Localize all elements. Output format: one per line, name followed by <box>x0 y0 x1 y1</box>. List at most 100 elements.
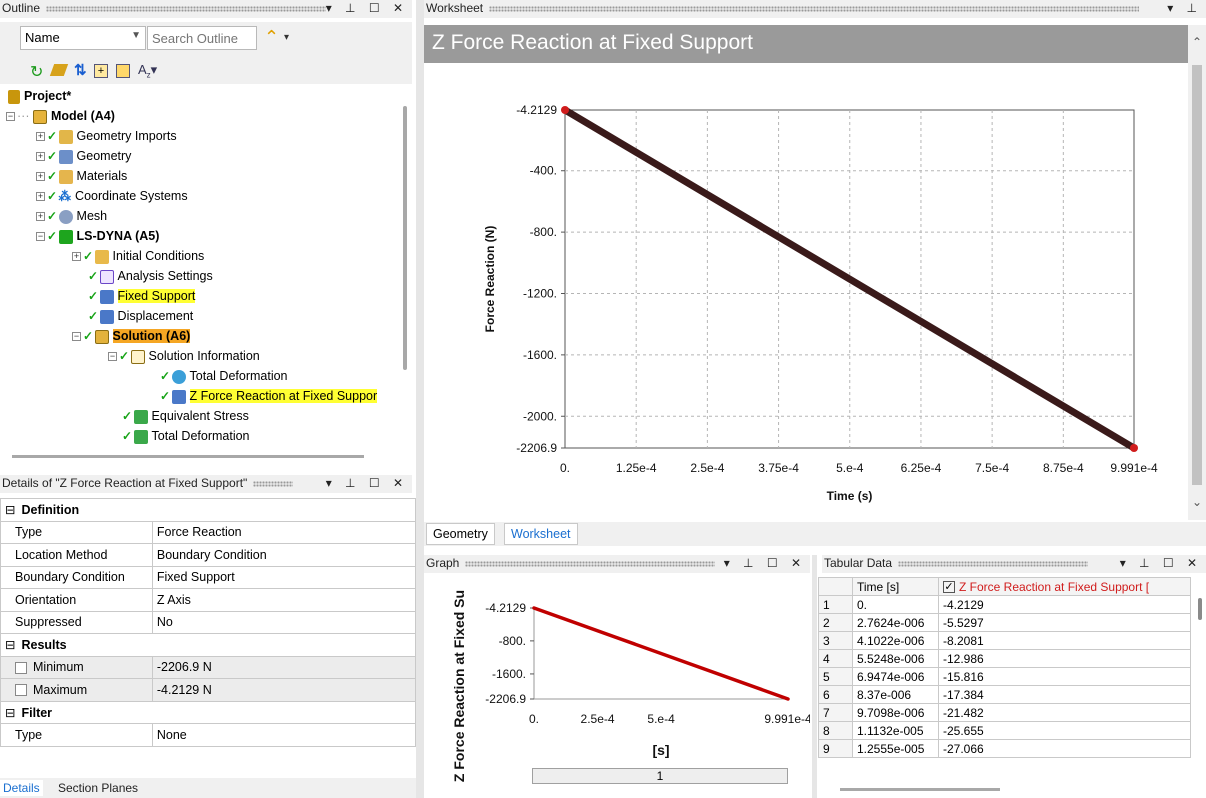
table-row[interactable]: 3 4.1022e-006 -8.2081 <box>818 631 1191 650</box>
expand-toggle[interactable]: + <box>36 191 45 202</box>
drag-grip[interactable] <box>253 480 294 487</box>
graph-window-controls[interactable]: ▾ ⊥ ☐ ✕ <box>723 556 806 570</box>
expand-all-icon[interactable]: + <box>94 64 108 78</box>
detail-row-suppressed[interactable]: Suppressed No <box>0 610 417 634</box>
section-filter[interactable]: ⊟ Filter <box>0 700 416 724</box>
drag-grip[interactable] <box>489 5 1140 12</box>
collapse-toggle[interactable]: ⊟ <box>5 705 16 720</box>
tree-node-mesh[interactable]: + ✓ Mesh <box>36 209 108 224</box>
tab-section-planes[interactable]: Section Planes <box>58 781 139 795</box>
force-value-cell: -5.5297 <box>938 613 1191 632</box>
table-row[interactable]: 5 6.9474e-006 -15.816 <box>818 667 1191 686</box>
check-icon: ✓ <box>47 149 58 163</box>
tree-node-equivalent-stress[interactable]: ✓ Equivalent Stress <box>122 409 249 424</box>
sort-alpha-icon[interactable]: Az▾ <box>138 62 158 80</box>
time-cell: 1.2555e-005 <box>852 739 939 758</box>
table-row[interactable]: 6 8.37e-006 -17.384 <box>818 685 1191 704</box>
collapse-toggle[interactable]: − <box>36 231 45 242</box>
drag-grip[interactable] <box>46 5 327 12</box>
worksheet-window-controls[interactable]: ▾ ⊥ <box>1167 1 1202 15</box>
detail-row-orientation[interactable]: Orientation Z Axis <box>0 588 417 612</box>
tree-node-initial-conditions[interactable]: + ✓ Initial Conditions <box>72 249 205 264</box>
check-icon: ✓ <box>47 209 58 223</box>
scroll-down-icon[interactable]: ⌄ <box>1192 495 1203 509</box>
table-row[interactable]: 1 0. -4.2129 <box>818 595 1191 614</box>
scroll-up-icon[interactable]: ⌃ <box>1192 35 1203 49</box>
detail-row-minimum[interactable]: Minimum -2206.9 N <box>0 655 417 679</box>
refresh-icon[interactable]: ↻ <box>30 64 44 81</box>
tab-worksheet[interactable]: Worksheet <box>504 523 578 545</box>
outline-horizontal-scrollbar[interactable] <box>12 455 364 458</box>
time-cell: 8.37e-006 <box>852 685 939 704</box>
search-outline-input[interactable] <box>147 26 257 50</box>
collapse-toggle[interactable]: ⊟ <box>5 503 16 518</box>
details-window-controls[interactable]: ▾ ⊥ ☐ ✕ <box>325 476 408 490</box>
collapse-icon[interactable] <box>116 64 130 78</box>
drag-grip[interactable] <box>465 560 716 567</box>
scroll-thumb[interactable] <box>1192 65 1202 485</box>
tree-node-ls-dyna[interactable]: − ✓ LS-DYNA (A5) <box>36 229 160 244</box>
x-tick-label: 0. <box>529 712 539 726</box>
detail-row-type[interactable]: Type Force Reaction <box>0 520 417 544</box>
expand-toggle[interactable]: + <box>36 131 45 142</box>
force-value-cell: -8.2081 <box>938 631 1191 650</box>
expand-toggle[interactable]: + <box>36 151 45 162</box>
animation-frame-slider[interactable]: 1 <box>532 768 788 784</box>
worksheet-title: Worksheet <box>426 1 484 15</box>
expand-toggle[interactable]: + <box>36 171 45 182</box>
tree-node-total-deformation[interactable]: ✓ Total Deformation <box>122 429 250 444</box>
outline-window-controls[interactable]: ▾ ⊥ ☐ ✕ <box>325 1 408 15</box>
detail-row-filter-type[interactable]: Type None <box>0 723 417 747</box>
tab-details[interactable]: Details <box>0 780 43 796</box>
outline-vertical-scrollbar[interactable] <box>403 106 407 370</box>
worksheet-scrollbar[interactable]: ⌃ ⌄ <box>1188 25 1206 520</box>
table-row[interactable]: 8 1.1132e-005 -25.655 <box>818 721 1191 740</box>
expand-toggle[interactable]: + <box>72 251 81 262</box>
search-nav-up-icon[interactable]: ⌃ <box>264 27 280 47</box>
collapse-toggle[interactable]: − <box>108 351 117 362</box>
column-header-force[interactable]: ✓ Z Force Reaction at Fixed Support [ <box>938 577 1191 596</box>
tabular-horizontal-scrollbar[interactable] <box>840 788 1000 791</box>
tab-geometry[interactable]: Geometry <box>426 523 495 545</box>
tabular-window-controls[interactable]: ▾ ⊥ ☐ ✕ <box>1119 556 1202 570</box>
tree-node-geometry-imports[interactable]: + ✓ Geometry Imports <box>36 129 177 144</box>
collapse-toggle[interactable]: − <box>6 111 15 122</box>
panel-splitter[interactable] <box>416 0 424 798</box>
sort-icon[interactable]: ⇅ <box>74 62 87 79</box>
tree-node-solution[interactable]: − ✓ Solution (A6) <box>72 329 191 344</box>
collapse-toggle[interactable]: − <box>72 331 81 342</box>
tree-node-coordinate-systems[interactable]: + ✓ ⁂ Coordinate Systems <box>36 189 188 203</box>
search-options-icon[interactable]: ▾ <box>284 32 290 43</box>
section-results[interactable]: ⊟ Results <box>0 633 416 657</box>
column-header-time[interactable]: Time [s] <box>852 577 939 596</box>
panel-splitter[interactable] <box>812 555 817 798</box>
tree-node-project[interactable]: Project* <box>8 86 71 106</box>
x-axis-label: [s] <box>652 742 669 758</box>
tree-node-materials[interactable]: + ✓ Materials <box>36 169 128 184</box>
tabular-vertical-scrollbar[interactable] <box>1198 598 1202 620</box>
tree-node-analysis-settings[interactable]: ✓ Analysis Settings <box>88 269 213 284</box>
filter-field-select[interactable]: Name ▼ <box>20 26 146 50</box>
tree-node-fixed-support[interactable]: ✓ Fixed Support <box>88 289 196 304</box>
table-row[interactable]: 4 5.5248e-006 -12.986 <box>818 649 1191 668</box>
expand-toggle[interactable]: + <box>36 211 45 222</box>
tree-node-solution-information[interactable]: − ✓ Solution Information <box>108 349 260 364</box>
tree-node-z-force-reaction[interactable]: ✓ Z Force Reaction at Fixed Suppor <box>160 389 378 404</box>
collapse-toggle[interactable]: ⊟ <box>5 638 16 653</box>
tree-node-model[interactable]: − ··· Model (A4) <box>6 109 115 124</box>
drag-grip[interactable] <box>898 560 1089 567</box>
total-deformation-icon <box>133 429 148 444</box>
table-row[interactable]: 2 2.7624e-006 -5.5297 <box>818 613 1191 632</box>
detail-row-boundary-condition[interactable]: Boundary Condition Fixed Support <box>0 565 417 589</box>
tree-node-total-deformation-tracker[interactable]: ✓ Total Deformation <box>160 369 288 384</box>
table-row[interactable]: 9 1.2555e-005 -27.066 <box>818 739 1191 758</box>
tree-node-displacement[interactable]: ✓ Displacement <box>88 309 194 324</box>
column-checkbox[interactable]: ✓ <box>943 581 955 594</box>
table-row[interactable]: 7 9.7098e-006 -21.482 <box>818 703 1191 722</box>
detail-row-maximum[interactable]: Maximum -4.2129 N <box>0 678 417 702</box>
detail-row-location-method[interactable]: Location Method Boundary Condition <box>0 543 417 567</box>
tree-node-geometry[interactable]: + ✓ Geometry <box>36 149 132 164</box>
parameter-checkbox[interactable] <box>15 684 27 697</box>
section-definition[interactable]: ⊟ Definition <box>0 498 416 522</box>
parameter-checkbox[interactable] <box>15 661 27 674</box>
